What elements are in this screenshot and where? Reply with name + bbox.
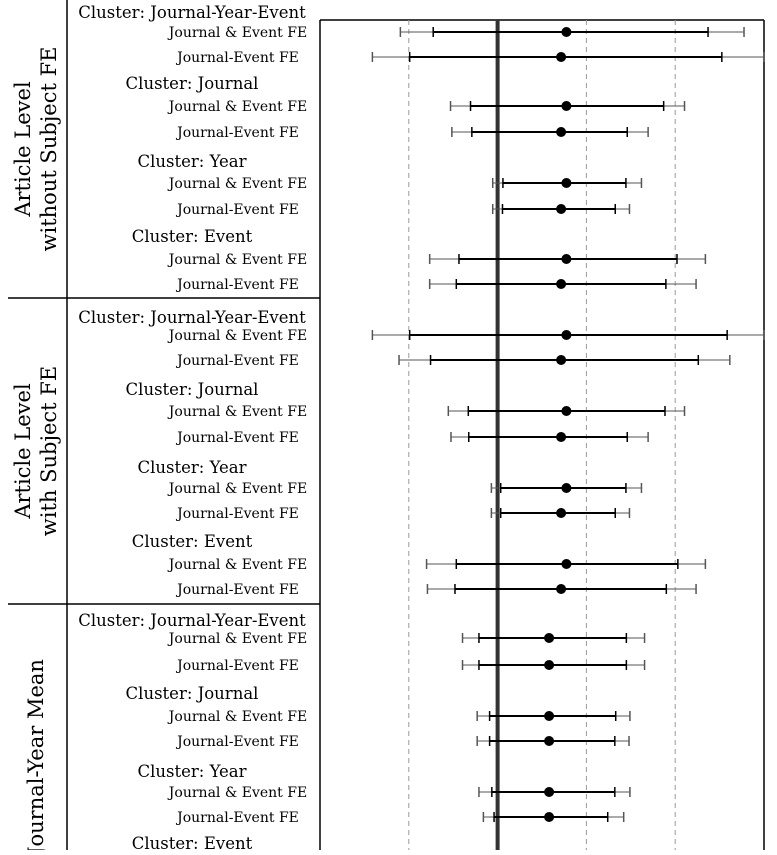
cluster-label: Cluster: Year xyxy=(137,762,246,781)
group-label-line: with Subject FE xyxy=(37,366,61,536)
row-label: Journal & Event FE xyxy=(167,785,307,801)
row-label: Journal & Event FE xyxy=(167,328,307,344)
cluster-label: Cluster: Year xyxy=(137,458,246,477)
point-estimate xyxy=(556,279,567,289)
point-estimate xyxy=(556,508,567,518)
row-label: Journal & Event FE xyxy=(167,25,307,41)
point-estimate xyxy=(544,711,555,721)
group-label-line: Journal-Year Mean xyxy=(24,659,48,850)
point-estimate xyxy=(544,736,555,746)
row-labels: Article Level without Subject FECluster: … xyxy=(11,3,307,855)
cluster-label: Cluster: Event xyxy=(132,834,253,850)
group-label: Article Level without Subject FE xyxy=(11,46,61,251)
point-estimate xyxy=(561,330,572,340)
row-label: Journal-Event FE xyxy=(175,658,299,674)
group-label-line: Article Level xyxy=(11,383,35,520)
group-label: Article Level with Subject FE xyxy=(11,366,61,536)
plot-structure xyxy=(8,0,765,850)
point-estimate xyxy=(556,432,567,442)
cluster-label: Cluster: Event xyxy=(132,532,253,551)
point-estimate xyxy=(561,178,572,188)
point-estimate xyxy=(556,584,567,594)
row-label: Journal & Event FE xyxy=(167,709,307,725)
group-label-line: without Subject FE xyxy=(37,46,61,251)
row-label: Journal & Event FE xyxy=(167,557,307,573)
row-label: Journal-Event FE xyxy=(175,353,299,369)
point-estimate xyxy=(556,355,567,365)
row-label: Journal & Event FE xyxy=(167,404,307,420)
gridlines xyxy=(408,20,676,850)
group-label: Journal-Year Mean xyxy=(24,659,48,855)
point-estimate xyxy=(561,101,572,111)
row-label: Journal & Event FE xyxy=(167,99,307,115)
point-estimate xyxy=(561,483,572,493)
row-label: Journal & Event FE xyxy=(167,631,307,647)
row-label: Journal & Event FE xyxy=(167,481,307,497)
point-estimate xyxy=(561,406,572,416)
row-label: Journal-Event FE xyxy=(175,125,299,141)
cluster-label: Cluster: Year xyxy=(137,152,246,171)
row-label: Journal-Event FE xyxy=(175,810,299,826)
cluster-label: Cluster: Journal-Year-Event xyxy=(78,3,306,22)
row-label: Journal-Event FE xyxy=(175,50,299,66)
cluster-label: Cluster: Journal-Year-Event xyxy=(78,611,306,630)
cluster-label: Cluster: Event xyxy=(132,227,253,246)
point-estimate xyxy=(544,812,555,822)
point-estimate xyxy=(544,633,555,643)
row-label: Journal-Event FE xyxy=(175,734,299,750)
row-label: Journal-Event FE xyxy=(175,506,299,522)
row-label: Journal & Event FE xyxy=(167,176,307,192)
row-label: Journal-Event FE xyxy=(175,277,299,293)
cluster-label: Cluster: Journal xyxy=(126,684,259,703)
point-estimate xyxy=(544,787,555,797)
cluster-label: Cluster: Journal xyxy=(126,74,259,93)
estimate-marks xyxy=(371,27,765,822)
point-estimate xyxy=(561,254,572,264)
point-estimate xyxy=(561,559,572,569)
point-estimate xyxy=(556,52,567,62)
cluster-label: Cluster: Journal-Year-Event xyxy=(78,308,306,327)
row-label: Journal-Event FE xyxy=(175,430,299,446)
row-label: Journal & Event FE xyxy=(167,252,307,268)
row-label: Journal-Event FE xyxy=(175,202,299,218)
row-label: Journal-Event FE xyxy=(175,582,299,598)
group-label-line: Article Level xyxy=(11,81,35,218)
point-estimate xyxy=(556,204,567,214)
point-estimate xyxy=(561,27,572,37)
point-estimate xyxy=(556,127,567,137)
point-estimate xyxy=(544,660,555,670)
cluster-label: Cluster: Journal xyxy=(126,380,259,399)
